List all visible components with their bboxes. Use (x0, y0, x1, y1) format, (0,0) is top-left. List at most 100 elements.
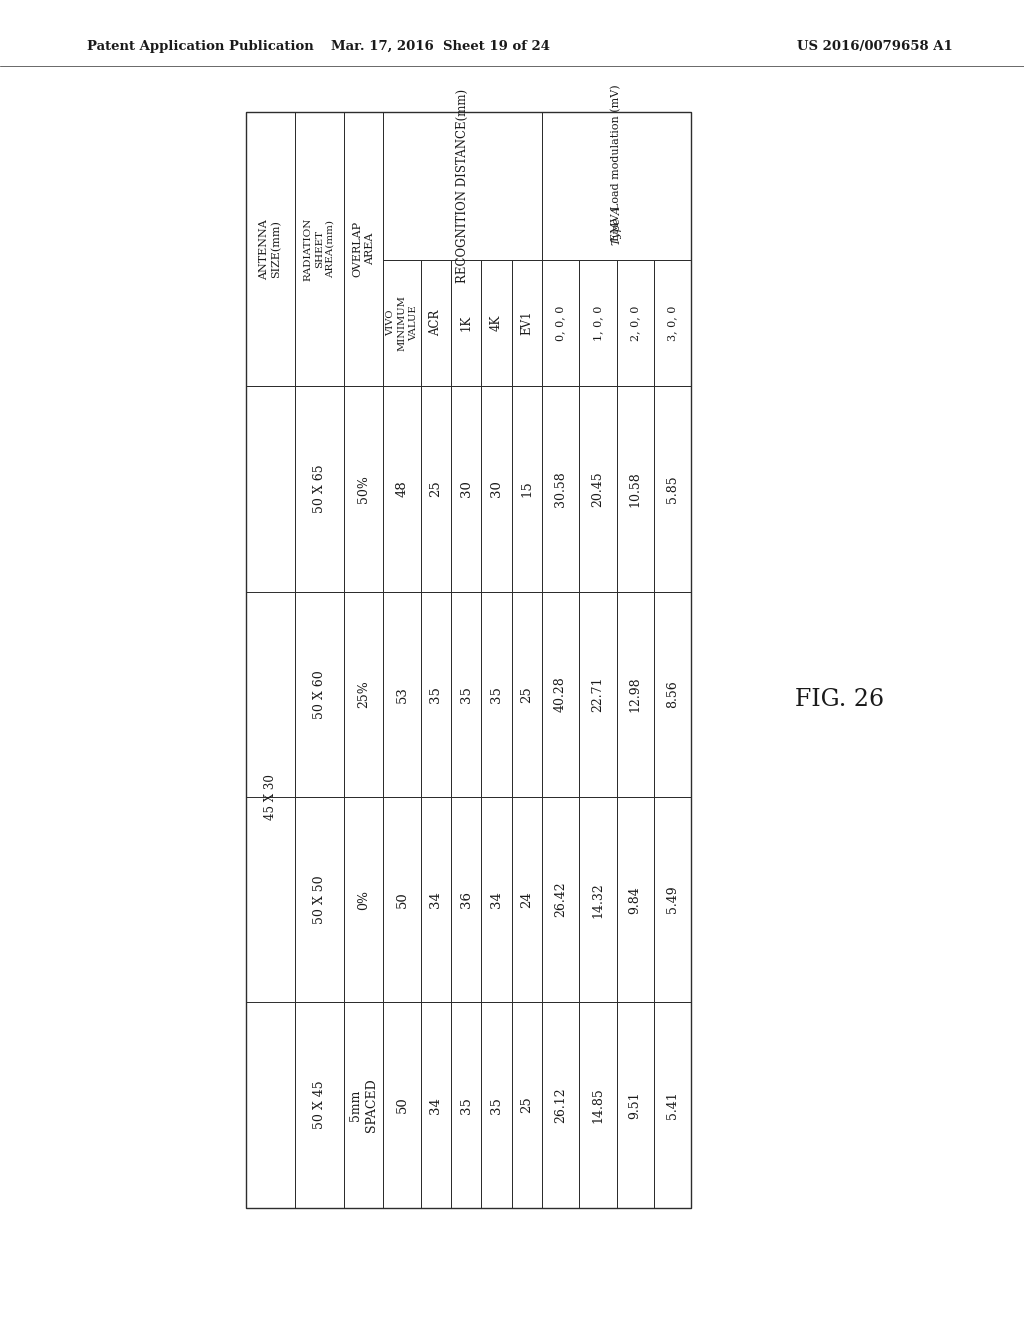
Text: RECOGNITION DISTANCE(mm): RECOGNITION DISTANCE(mm) (456, 88, 469, 284)
Text: 34: 34 (489, 891, 503, 908)
Text: 25: 25 (429, 480, 442, 498)
Bar (451, 385, 481, 591)
Text: 8.56: 8.56 (666, 680, 679, 708)
Bar (580, 797, 616, 1002)
Text: EMV Load modulation (mV): EMV Load modulation (mV) (611, 84, 622, 240)
Bar (451, 797, 481, 1002)
Bar (295, 1002, 344, 1208)
Bar (383, 797, 421, 1002)
Bar (344, 1002, 383, 1208)
Bar (295, 385, 344, 591)
Text: 20.45: 20.45 (592, 471, 604, 507)
Bar (654, 385, 691, 591)
Bar (512, 1002, 542, 1208)
Bar (542, 591, 580, 797)
Text: 25%: 25% (357, 680, 370, 708)
Text: OVERLAP
AREA: OVERLAP AREA (352, 220, 375, 277)
Text: 50: 50 (395, 891, 409, 908)
Bar (616, 385, 654, 591)
Text: US 2016/0079658 A1: US 2016/0079658 A1 (797, 40, 952, 53)
Bar (421, 1002, 451, 1208)
Text: 50 X 65: 50 X 65 (312, 465, 326, 513)
Text: 35: 35 (429, 686, 442, 702)
Text: 30.58: 30.58 (554, 471, 567, 507)
Text: 0, 0, 0: 0, 0, 0 (556, 305, 565, 341)
Bar (246, 385, 295, 1208)
Text: 50 X 45: 50 X 45 (312, 1081, 326, 1130)
Text: 9.84: 9.84 (629, 886, 642, 913)
Text: 48: 48 (395, 480, 409, 498)
Bar (481, 797, 512, 1002)
Text: 22.71: 22.71 (592, 676, 604, 711)
Text: 35: 35 (489, 686, 503, 702)
Text: 34: 34 (429, 891, 442, 908)
Text: ANTENNA
SIZE(mm): ANTENNA SIZE(mm) (259, 219, 282, 280)
Text: 26.12: 26.12 (554, 1088, 567, 1123)
Bar (481, 591, 512, 797)
Bar (451, 591, 481, 797)
Bar (542, 260, 580, 385)
Text: 2, 0, 0: 2, 0, 0 (630, 305, 640, 341)
Text: 35: 35 (460, 686, 473, 702)
Bar (421, 385, 451, 591)
Text: RADIATION
SHEET
AREA(mm): RADIATION SHEET AREA(mm) (304, 218, 335, 281)
Text: ACR: ACR (429, 310, 442, 337)
Text: FIG. 26: FIG. 26 (795, 688, 885, 711)
Text: VIVO
MINIMUM
VALUE: VIVO MINIMUM VALUE (386, 296, 418, 351)
Bar (295, 797, 344, 1002)
Bar (344, 591, 383, 797)
Text: 50 X 50: 50 X 50 (312, 875, 326, 924)
Text: 1K: 1K (460, 315, 473, 331)
Bar (580, 591, 616, 797)
Bar (616, 1002, 654, 1208)
Bar (580, 260, 616, 385)
Text: 0%: 0% (357, 890, 370, 909)
Text: 34: 34 (429, 1097, 442, 1114)
Bar (654, 591, 691, 797)
Text: Mar. 17, 2016  Sheet 19 of 24: Mar. 17, 2016 Sheet 19 of 24 (331, 40, 550, 53)
Text: 15: 15 (520, 480, 534, 498)
Bar (580, 1002, 616, 1208)
Text: 4K: 4K (489, 315, 503, 331)
Bar (383, 112, 542, 260)
Bar (512, 797, 542, 1002)
Bar (481, 260, 512, 385)
Text: Type A: Type A (611, 206, 622, 246)
Bar (383, 591, 421, 797)
Text: 36: 36 (460, 891, 473, 908)
Text: 5.41: 5.41 (666, 1092, 679, 1119)
Bar (246, 112, 691, 1208)
Bar (344, 385, 383, 591)
Bar (616, 591, 654, 797)
Text: 40.28: 40.28 (554, 676, 567, 711)
Bar (481, 1002, 512, 1208)
Bar (654, 1002, 691, 1208)
Bar (421, 260, 451, 385)
Text: 26.42: 26.42 (554, 882, 567, 917)
Bar (580, 385, 616, 591)
Bar (542, 112, 691, 260)
Text: 5.49: 5.49 (666, 886, 679, 913)
Text: EV1: EV1 (520, 310, 534, 335)
Bar (616, 797, 654, 1002)
Bar (383, 385, 421, 591)
Bar (616, 260, 654, 385)
Text: 5mm
SPACED: 5mm SPACED (349, 1078, 378, 1133)
Text: 50: 50 (395, 1097, 409, 1114)
Bar (654, 260, 691, 385)
Text: 1, 0, 0: 1, 0, 0 (593, 305, 603, 341)
Bar (512, 385, 542, 591)
Bar (344, 112, 383, 385)
Bar (481, 385, 512, 591)
Bar (383, 260, 421, 385)
Bar (512, 260, 542, 385)
Text: 45 X 30: 45 X 30 (264, 774, 276, 820)
Text: 5.85: 5.85 (666, 475, 679, 503)
Bar (542, 1002, 580, 1208)
Text: 50%: 50% (357, 475, 370, 503)
Bar (451, 1002, 481, 1208)
Bar (295, 591, 344, 797)
Bar (344, 797, 383, 1002)
Text: 35: 35 (460, 1097, 473, 1114)
Text: 9.51: 9.51 (629, 1092, 642, 1119)
